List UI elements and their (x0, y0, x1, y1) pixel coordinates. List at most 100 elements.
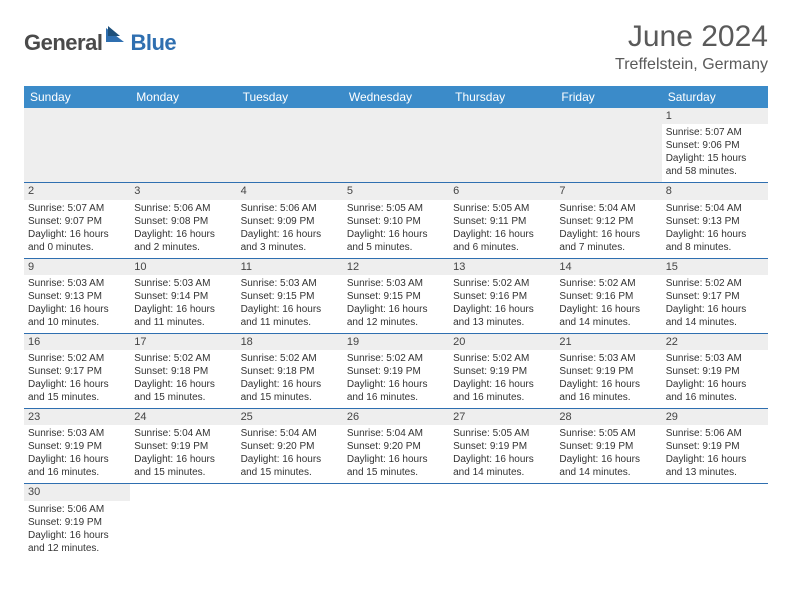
day-number: 17 (130, 334, 236, 350)
sunrise-line: Sunrise: 5:03 AM (666, 352, 764, 365)
calendar-cell: 16Sunrise: 5:02 AMSunset: 9:17 PMDayligh… (24, 333, 130, 408)
calendar-cell: 8Sunrise: 5:04 AMSunset: 9:13 PMDaylight… (662, 183, 768, 258)
day-number: 24 (130, 409, 236, 425)
sunrise-line: Sunrise: 5:06 AM (241, 202, 339, 215)
daylight-line: Daylight: 16 hours and 13 minutes. (453, 303, 551, 329)
sunset-line: Sunset: 9:19 PM (347, 365, 445, 378)
calendar-cell: 4Sunrise: 5:06 AMSunset: 9:09 PMDaylight… (237, 183, 343, 258)
calendar-cell: 13Sunrise: 5:02 AMSunset: 9:16 PMDayligh… (449, 258, 555, 333)
calendar-cell: 7Sunrise: 5:04 AMSunset: 9:12 PMDaylight… (555, 183, 661, 258)
daylight-line: Daylight: 16 hours and 3 minutes. (241, 228, 339, 254)
sunrise-line: Sunrise: 5:07 AM (666, 126, 764, 139)
logo: General Blue (24, 26, 176, 59)
daylight-line: Daylight: 16 hours and 16 minutes. (347, 378, 445, 404)
day-number: 10 (130, 259, 236, 275)
calendar-cell: 30Sunrise: 5:06 AMSunset: 9:19 PMDayligh… (24, 484, 130, 559)
page-title: June 2024 (615, 20, 768, 54)
daylight-line: Daylight: 16 hours and 12 minutes. (28, 529, 126, 555)
sunset-line: Sunset: 9:19 PM (666, 440, 764, 453)
calendar-cell: 17Sunrise: 5:02 AMSunset: 9:18 PMDayligh… (130, 333, 236, 408)
day-number: 19 (343, 334, 449, 350)
sunset-line: Sunset: 9:07 PM (28, 215, 126, 228)
calendar-cell: 22Sunrise: 5:03 AMSunset: 9:19 PMDayligh… (662, 333, 768, 408)
calendar-cell: 12Sunrise: 5:03 AMSunset: 9:15 PMDayligh… (343, 258, 449, 333)
daylight-line: Daylight: 16 hours and 2 minutes. (134, 228, 232, 254)
daylight-line: Daylight: 16 hours and 16 minutes. (28, 453, 126, 479)
calendar-cell: 10 Sunrise: 5:03 AMSunset: 9:14 PMDayligh… (130, 258, 236, 333)
daylight-line: Daylight: 16 hours and 8 minutes. (666, 228, 764, 254)
calendar-cell: 1Sunrise: 5:07 AMSunset: 9:06 PMDaylight… (662, 108, 768, 183)
title-block: June 2024 Treffelstein, Germany (615, 20, 768, 74)
calendar-cell: 9Sunrise: 5:03 AMSunset: 9:13 PMDaylight… (24, 258, 130, 333)
flag-icon (106, 26, 128, 47)
day-number: 3 (130, 183, 236, 199)
sunrise-line: Sunrise: 5:02 AM (347, 352, 445, 365)
sunset-line: Sunset: 9:17 PM (666, 290, 764, 303)
daylight-line: Daylight: 16 hours and 15 minutes. (241, 378, 339, 404)
daylight-line: Daylight: 16 hours and 15 minutes. (241, 453, 339, 479)
calendar-cell (343, 484, 449, 559)
sunrise-line: Sunrise: 5:02 AM (241, 352, 339, 365)
sunset-line: Sunset: 9:19 PM (28, 440, 126, 453)
calendar-body: 1Sunrise: 5:07 AMSunset: 9:06 PMDaylight… (24, 108, 768, 559)
daylight-line: Daylight: 16 hours and 6 minutes. (453, 228, 551, 254)
day-number: 26 (343, 409, 449, 425)
sunrise-line: Sunrise: 5:05 AM (453, 202, 551, 215)
calendar-cell (237, 484, 343, 559)
daylight-line: Daylight: 16 hours and 14 minutes. (666, 303, 764, 329)
sunset-line: Sunset: 9:14 PM (134, 290, 232, 303)
sunrise-line: Sunrise: 5:03 AM (28, 427, 126, 440)
calendar-cell: 6Sunrise: 5:05 AMSunset: 9:11 PMDaylight… (449, 183, 555, 258)
day-number: 12 (343, 259, 449, 275)
calendar-header-row: SundayMondayTuesdayWednesdayThursdayFrid… (24, 86, 768, 108)
daylight-line: Daylight: 16 hours and 16 minutes. (559, 378, 657, 404)
sunset-line: Sunset: 9:13 PM (666, 215, 764, 228)
daylight-line: Daylight: 16 hours and 15 minutes. (28, 378, 126, 404)
sunrise-line: Sunrise: 5:02 AM (453, 277, 551, 290)
day-number: 7 (555, 183, 661, 199)
sunset-line: Sunset: 9:15 PM (347, 290, 445, 303)
daylight-line: Daylight: 16 hours and 11 minutes. (134, 303, 232, 329)
sunrise-line: Sunrise: 5:02 AM (559, 277, 657, 290)
sunrise-line: Sunrise: 5:02 AM (134, 352, 232, 365)
sunset-line: Sunset: 9:08 PM (134, 215, 232, 228)
day-number: 27 (449, 409, 555, 425)
daylight-line: Daylight: 15 hours and 58 minutes. (666, 152, 764, 178)
sunset-line: Sunset: 9:19 PM (559, 440, 657, 453)
day-number: 29 (662, 409, 768, 425)
calendar-cell (449, 108, 555, 183)
calendar-cell (130, 108, 236, 183)
daylight-line: Daylight: 16 hours and 14 minutes. (453, 453, 551, 479)
calendar-cell: 25Sunrise: 5:04 AMSunset: 9:20 PMDayligh… (237, 409, 343, 484)
calendar-cell: 28Sunrise: 5:05 AMSunset: 9:19 PMDayligh… (555, 409, 661, 484)
day-header: Saturday (662, 86, 768, 108)
day-number: 21 (555, 334, 661, 350)
sunrise-line: Sunrise: 5:02 AM (28, 352, 126, 365)
calendar-cell (343, 108, 449, 183)
logo-text-blue: Blue (130, 30, 176, 56)
sunset-line: Sunset: 9:19 PM (134, 440, 232, 453)
sunrise-line: Sunrise: 5:04 AM (559, 202, 657, 215)
sunrise-line: Sunrise: 5:04 AM (241, 427, 339, 440)
daylight-line: Daylight: 16 hours and 15 minutes. (347, 453, 445, 479)
sunrise-line: Sunrise: 5:04 AM (134, 427, 232, 440)
location-label: Treffelstein, Germany (615, 56, 768, 74)
day-number: 18 (237, 334, 343, 350)
calendar-cell: 26Sunrise: 5:04 AMSunset: 9:20 PMDayligh… (343, 409, 449, 484)
sunset-line: Sunset: 9:10 PM (347, 215, 445, 228)
daylight-line: Daylight: 16 hours and 16 minutes. (666, 378, 764, 404)
calendar-row: 1Sunrise: 5:07 AMSunset: 9:06 PMDaylight… (24, 108, 768, 183)
daylight-line: Daylight: 16 hours and 0 minutes. (28, 228, 126, 254)
sunset-line: Sunset: 9:13 PM (28, 290, 126, 303)
day-number: 8 (662, 183, 768, 199)
calendar-cell: 27Sunrise: 5:05 AMSunset: 9:19 PMDayligh… (449, 409, 555, 484)
daylight-line: Daylight: 16 hours and 15 minutes. (134, 378, 232, 404)
day-number: 20 (449, 334, 555, 350)
sunrise-line: Sunrise: 5:03 AM (134, 277, 232, 290)
day-number: 2 (24, 183, 130, 199)
sunrise-line: Sunrise: 5:04 AM (347, 427, 445, 440)
calendar-cell: 15Sunrise: 5:02 AMSunset: 9:17 PMDayligh… (662, 258, 768, 333)
sunset-line: Sunset: 9:09 PM (241, 215, 339, 228)
calendar-cell (555, 484, 661, 559)
sunrise-line: Sunrise: 5:03 AM (347, 277, 445, 290)
